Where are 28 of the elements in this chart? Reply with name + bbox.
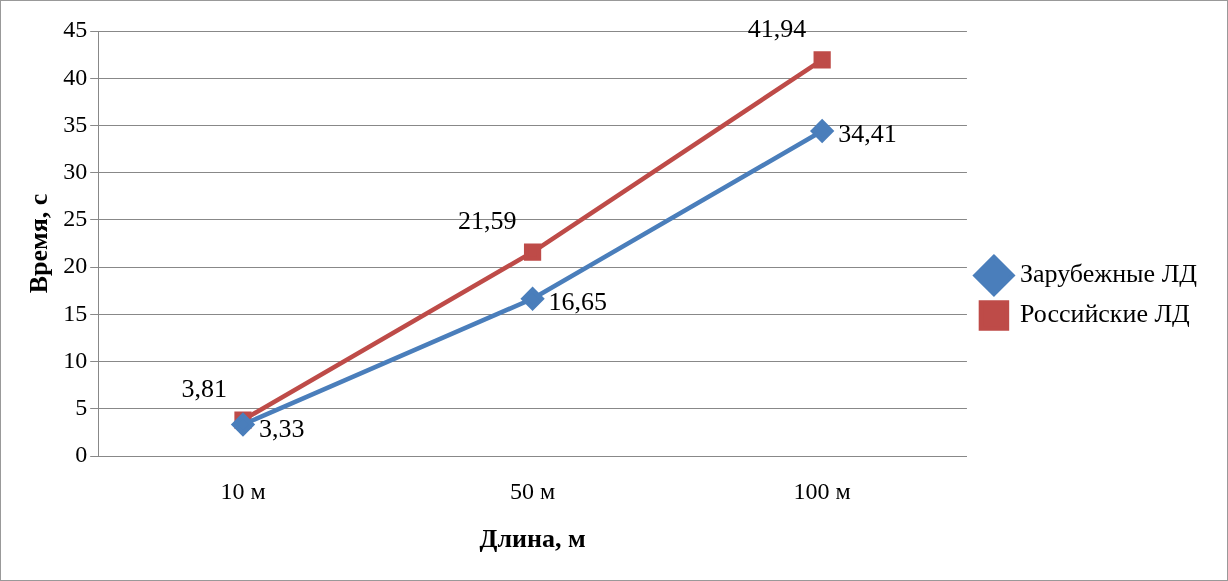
point — [523, 243, 542, 261]
data-label: 3,81 — [181, 373, 227, 403]
point — [810, 119, 834, 143]
data-label: 41,94 — [747, 13, 807, 43]
y-tick-label: 35 — [63, 110, 88, 137]
y-tick-label: 30 — [63, 157, 88, 184]
y-tick-label: 15 — [63, 299, 88, 326]
y-tick-label: 40 — [63, 63, 88, 90]
data-label: 34,41 — [838, 118, 897, 148]
point — [813, 51, 831, 69]
x-axis-title: Длина, м — [479, 524, 586, 554]
x-tick-label: 50 м — [509, 477, 556, 504]
legend-label: Зарубежные ЛД — [1019, 259, 1198, 289]
y-tick-label: 5 — [75, 394, 88, 421]
y-axis-title: Время, с — [24, 193, 54, 294]
point — [521, 287, 544, 310]
data-label: 21,59 — [458, 205, 517, 235]
data-label: 3,33 — [258, 414, 305, 444]
x-tick-label: 10 м — [220, 477, 266, 504]
x-tick-label: 100 м — [793, 477, 851, 504]
point — [231, 413, 255, 436]
data-label: 16,65 — [548, 286, 608, 316]
legend-label: Российские ЛД — [1019, 299, 1191, 329]
y-tick-label: 45 — [63, 16, 88, 43]
y-tick-label: 20 — [63, 252, 88, 279]
y-tick-label: 10 — [63, 346, 88, 373]
y-tick-label: 25 — [63, 205, 88, 232]
y-tick-label: 0 — [75, 441, 88, 468]
